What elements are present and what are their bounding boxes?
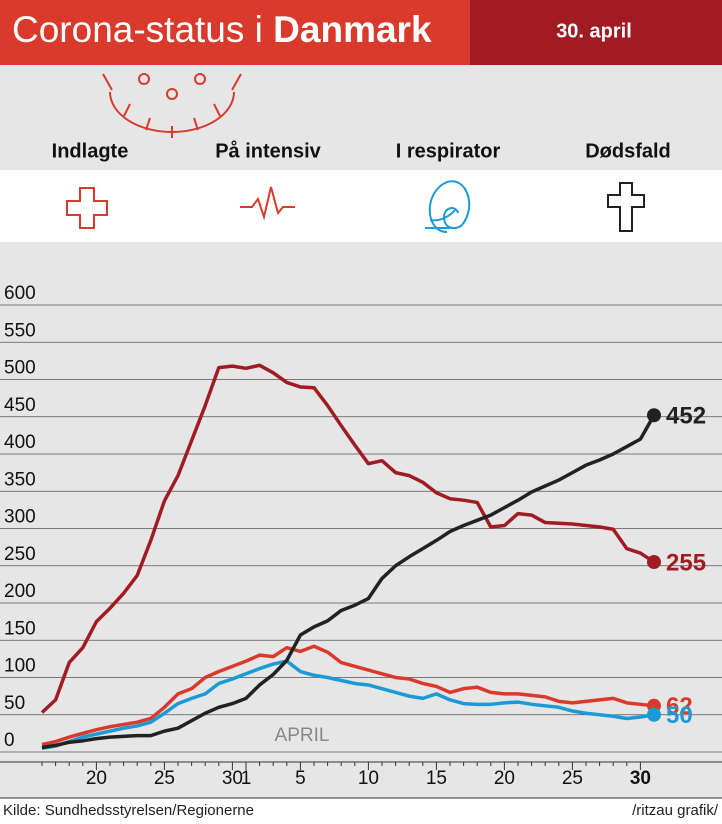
header-bg — [0, 0, 470, 65]
end-label: 452 — [666, 403, 706, 430]
y-tick-label: 500 — [4, 358, 36, 379]
x-tick-label: 15 — [426, 768, 447, 789]
x-tick-label: 25 — [154, 768, 175, 789]
series-line — [40, 363, 655, 714]
x-tick-label: 20 — [494, 768, 515, 789]
legend-label: Indlagte — [52, 140, 129, 162]
x-tick-label: 1 — [241, 768, 252, 789]
x-tick-label: 20 — [86, 768, 107, 789]
x-tick-label: 30 — [222, 768, 243, 789]
date: 30. april — [556, 20, 632, 42]
plot-bg — [0, 242, 722, 798]
x-tick-label: 25 — [562, 768, 583, 789]
y-tick-label: 0 — [4, 730, 15, 751]
end-label: 50 — [666, 702, 693, 729]
y-tick-label: 150 — [4, 618, 36, 639]
y-tick-label: 250 — [4, 544, 36, 565]
icons — [66, 180, 645, 233]
y-tick-label: 450 — [4, 395, 36, 416]
virus-icon — [102, 73, 242, 138]
source: Kilde: Sundhedsstyrelsen/Regionerne — [3, 802, 254, 819]
x-tick-label: 30 — [630, 768, 651, 789]
y-tick-label: 300 — [4, 507, 36, 528]
end-dot — [647, 408, 661, 423]
y-tick-label: 200 — [4, 581, 36, 602]
legend-bg — [0, 65, 722, 170]
title: Corona-status i Danmark — [12, 9, 432, 50]
y-tick-label: 600 — [4, 283, 36, 304]
x-tick-label: 10 — [358, 768, 379, 789]
y-tick-label: 50 — [4, 693, 25, 714]
end-dot — [647, 555, 661, 570]
credit: /ritzau grafik/ — [632, 802, 719, 819]
series-line — [41, 644, 655, 747]
end-label: 62 — [666, 693, 693, 720]
end-dot — [647, 707, 661, 722]
end-label: 255 — [666, 549, 706, 576]
y-tick-label: 100 — [4, 656, 36, 677]
y-tick-label: 400 — [4, 432, 36, 453]
y-tick-label: 550 — [4, 320, 36, 341]
series-line — [41, 659, 655, 751]
series-line — [41, 414, 656, 750]
legend-label: På intensiv — [215, 139, 321, 162]
legend-label: I respirator — [396, 140, 501, 162]
x-tick-label: 5 — [295, 768, 306, 789]
legend-label: Dødsfald — [585, 140, 671, 162]
header-date-bg — [470, 0, 722, 65]
y-tick-label: 350 — [4, 469, 36, 490]
annotation: APRIL — [275, 725, 330, 746]
